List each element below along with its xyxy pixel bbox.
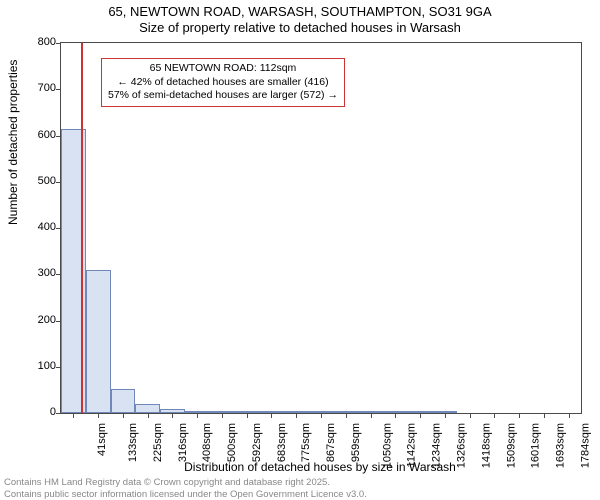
histogram-bar <box>111 389 136 413</box>
xtick-mark <box>197 413 198 418</box>
xtick-label: 316sqm <box>177 423 189 462</box>
xtick-mark <box>98 413 99 418</box>
xtick-mark <box>148 413 149 418</box>
annotation-box: 65 NEWTOWN ROAD: 112sqm ← 42% of detache… <box>101 58 345 107</box>
annotation-line2: ← 42% of detached houses are smaller (41… <box>108 76 338 90</box>
xtick-mark <box>371 413 372 418</box>
footer-attribution: Contains HM Land Registry data © Crown c… <box>4 477 367 500</box>
xtick-label: 500sqm <box>226 423 238 462</box>
xtick-label: 1693sqm <box>554 423 566 468</box>
annotation-line1: 65 NEWTOWN ROAD: 112sqm <box>108 62 338 76</box>
xtick-label: 867sqm <box>325 423 337 462</box>
ytick-label: 300 <box>38 267 56 279</box>
histogram-bar <box>135 404 160 413</box>
footer-line2: Contains public sector information licen… <box>4 489 367 500</box>
footer-line1: Contains HM Land Registry data © Crown c… <box>4 477 367 488</box>
property-marker-line <box>81 43 83 413</box>
xtick-label: 959sqm <box>350 423 362 462</box>
xtick-mark <box>445 413 446 418</box>
title-line1: 65, NEWTOWN ROAD, WARSASH, SOUTHAMPTON, … <box>0 4 600 20</box>
ytick-label: 600 <box>38 129 56 141</box>
xtick-label: 1326sqm <box>455 423 467 468</box>
xtick-mark <box>395 413 396 418</box>
xtick-mark <box>247 413 248 418</box>
xtick-mark <box>544 413 545 418</box>
xtick-mark <box>569 413 570 418</box>
xtick-label: 408sqm <box>202 423 214 462</box>
ytick-label: 400 <box>38 221 56 233</box>
xtick-label: 592sqm <box>251 423 263 462</box>
ytick-mark <box>56 43 61 44</box>
xtick-label: 1509sqm <box>505 423 517 468</box>
xtick-mark <box>73 413 74 418</box>
ytick-mark <box>56 413 61 414</box>
ytick-mark <box>56 89 61 90</box>
xtick-mark <box>420 413 421 418</box>
xtick-mark <box>470 413 471 418</box>
annotation-line3: 57% of semi-detached houses are larger (… <box>108 89 338 103</box>
xtick-mark <box>296 413 297 418</box>
xtick-label: 225sqm <box>152 423 164 462</box>
ytick-label: 0 <box>50 406 56 418</box>
xtick-mark <box>123 413 124 418</box>
plot-area: 65 NEWTOWN ROAD: 112sqm ← 42% of detache… <box>60 42 582 414</box>
xtick-label: 1234sqm <box>431 423 443 468</box>
xtick-mark <box>172 413 173 418</box>
xtick-label: 1601sqm <box>530 423 542 468</box>
xtick-label: 133sqm <box>127 423 139 462</box>
xtick-label: 1050sqm <box>381 423 393 468</box>
y-axis-label: Number of detached properties <box>6 60 20 225</box>
xtick-label: 775sqm <box>301 423 313 462</box>
xtick-mark <box>222 413 223 418</box>
xtick-mark <box>346 413 347 418</box>
title-line2: Size of property relative to detached ho… <box>0 20 600 36</box>
ytick-label: 200 <box>38 314 56 326</box>
xtick-label: 1418sqm <box>480 423 492 468</box>
ytick-label: 100 <box>38 360 56 372</box>
xtick-mark <box>271 413 272 418</box>
ytick-label: 500 <box>38 175 56 187</box>
xtick-mark <box>321 413 322 418</box>
xtick-label: 683sqm <box>276 423 288 462</box>
histogram-bar <box>86 270 111 413</box>
title-block: 65, NEWTOWN ROAD, WARSASH, SOUTHAMPTON, … <box>0 0 600 37</box>
xtick-label: 1784sqm <box>579 423 591 468</box>
chart-container: 65, NEWTOWN ROAD, WARSASH, SOUTHAMPTON, … <box>0 0 600 500</box>
ytick-label: 700 <box>38 82 56 94</box>
ytick-label: 800 <box>38 36 56 48</box>
xtick-label: 41sqm <box>96 423 108 456</box>
xtick-mark <box>519 413 520 418</box>
xtick-mark <box>494 413 495 418</box>
xtick-label: 1142sqm <box>405 423 417 467</box>
